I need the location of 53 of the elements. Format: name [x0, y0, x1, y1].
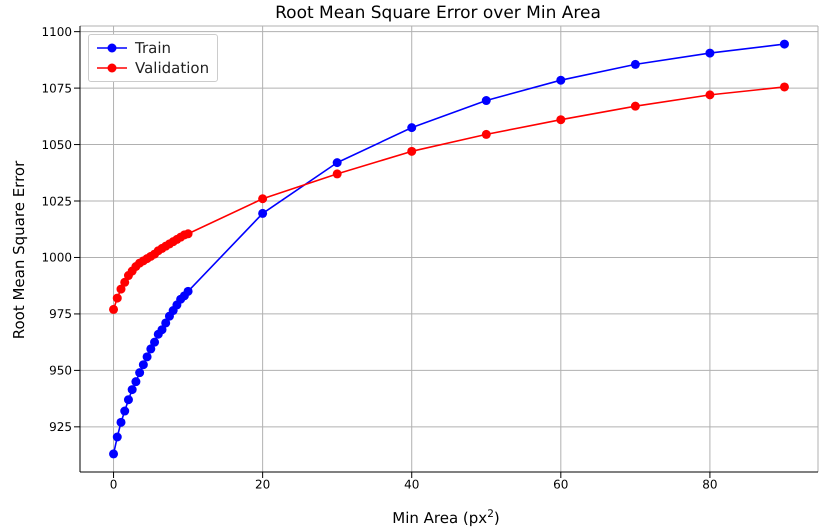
y-tick-label: 1075 [41, 81, 72, 96]
point [184, 286, 193, 296]
point [109, 449, 118, 458]
x-tick-label: 80 [702, 478, 718, 492]
y-tick-label: 1100 [41, 24, 72, 39]
legend-label: Train [135, 38, 171, 58]
x-tick-label: 40 [404, 478, 420, 492]
y-tick-label: 925 [49, 420, 72, 434]
point [120, 406, 130, 416]
point [135, 368, 144, 378]
y-tick-label: 975 [49, 307, 72, 322]
point [128, 385, 137, 394]
point [705, 90, 714, 100]
point [258, 194, 268, 204]
point [112, 294, 122, 303]
chart-title: Root Mean Square Error over Min Area [275, 3, 601, 23]
point [407, 146, 416, 156]
point [482, 130, 491, 139]
y-tick-label: 1000 [41, 250, 72, 265]
point [258, 208, 268, 218]
x-axis-title: Min Area (px$^{2}$) [392, 508, 500, 527]
y-tick-label: 1025 [41, 194, 72, 208]
y-tick-label: 950 [49, 364, 72, 378]
legend-label: Validation [135, 58, 210, 78]
point [161, 318, 170, 328]
point [332, 169, 342, 178]
x-tick-label: 60 [553, 478, 568, 492]
point [109, 304, 118, 314]
y-axis-title: Root Mean Square Error [10, 160, 28, 340]
point [116, 284, 126, 294]
point [124, 395, 133, 404]
point [158, 325, 166, 334]
point [630, 60, 640, 69]
point [116, 418, 126, 427]
point [705, 48, 714, 58]
point [112, 432, 122, 442]
point [630, 102, 640, 111]
point [120, 278, 130, 287]
point [150, 338, 160, 347]
point [780, 40, 789, 49]
point [138, 360, 148, 370]
point [131, 377, 140, 386]
y-tick-label: 1050 [41, 138, 72, 152]
x-tick-label: 20 [254, 478, 270, 492]
point [332, 158, 342, 168]
point [142, 352, 152, 362]
point [407, 123, 416, 132]
point [556, 76, 566, 85]
point [482, 96, 491, 106]
point [780, 82, 789, 92]
point [146, 344, 156, 354]
x-tick-label: 0 [110, 478, 118, 492]
point [556, 115, 566, 124]
